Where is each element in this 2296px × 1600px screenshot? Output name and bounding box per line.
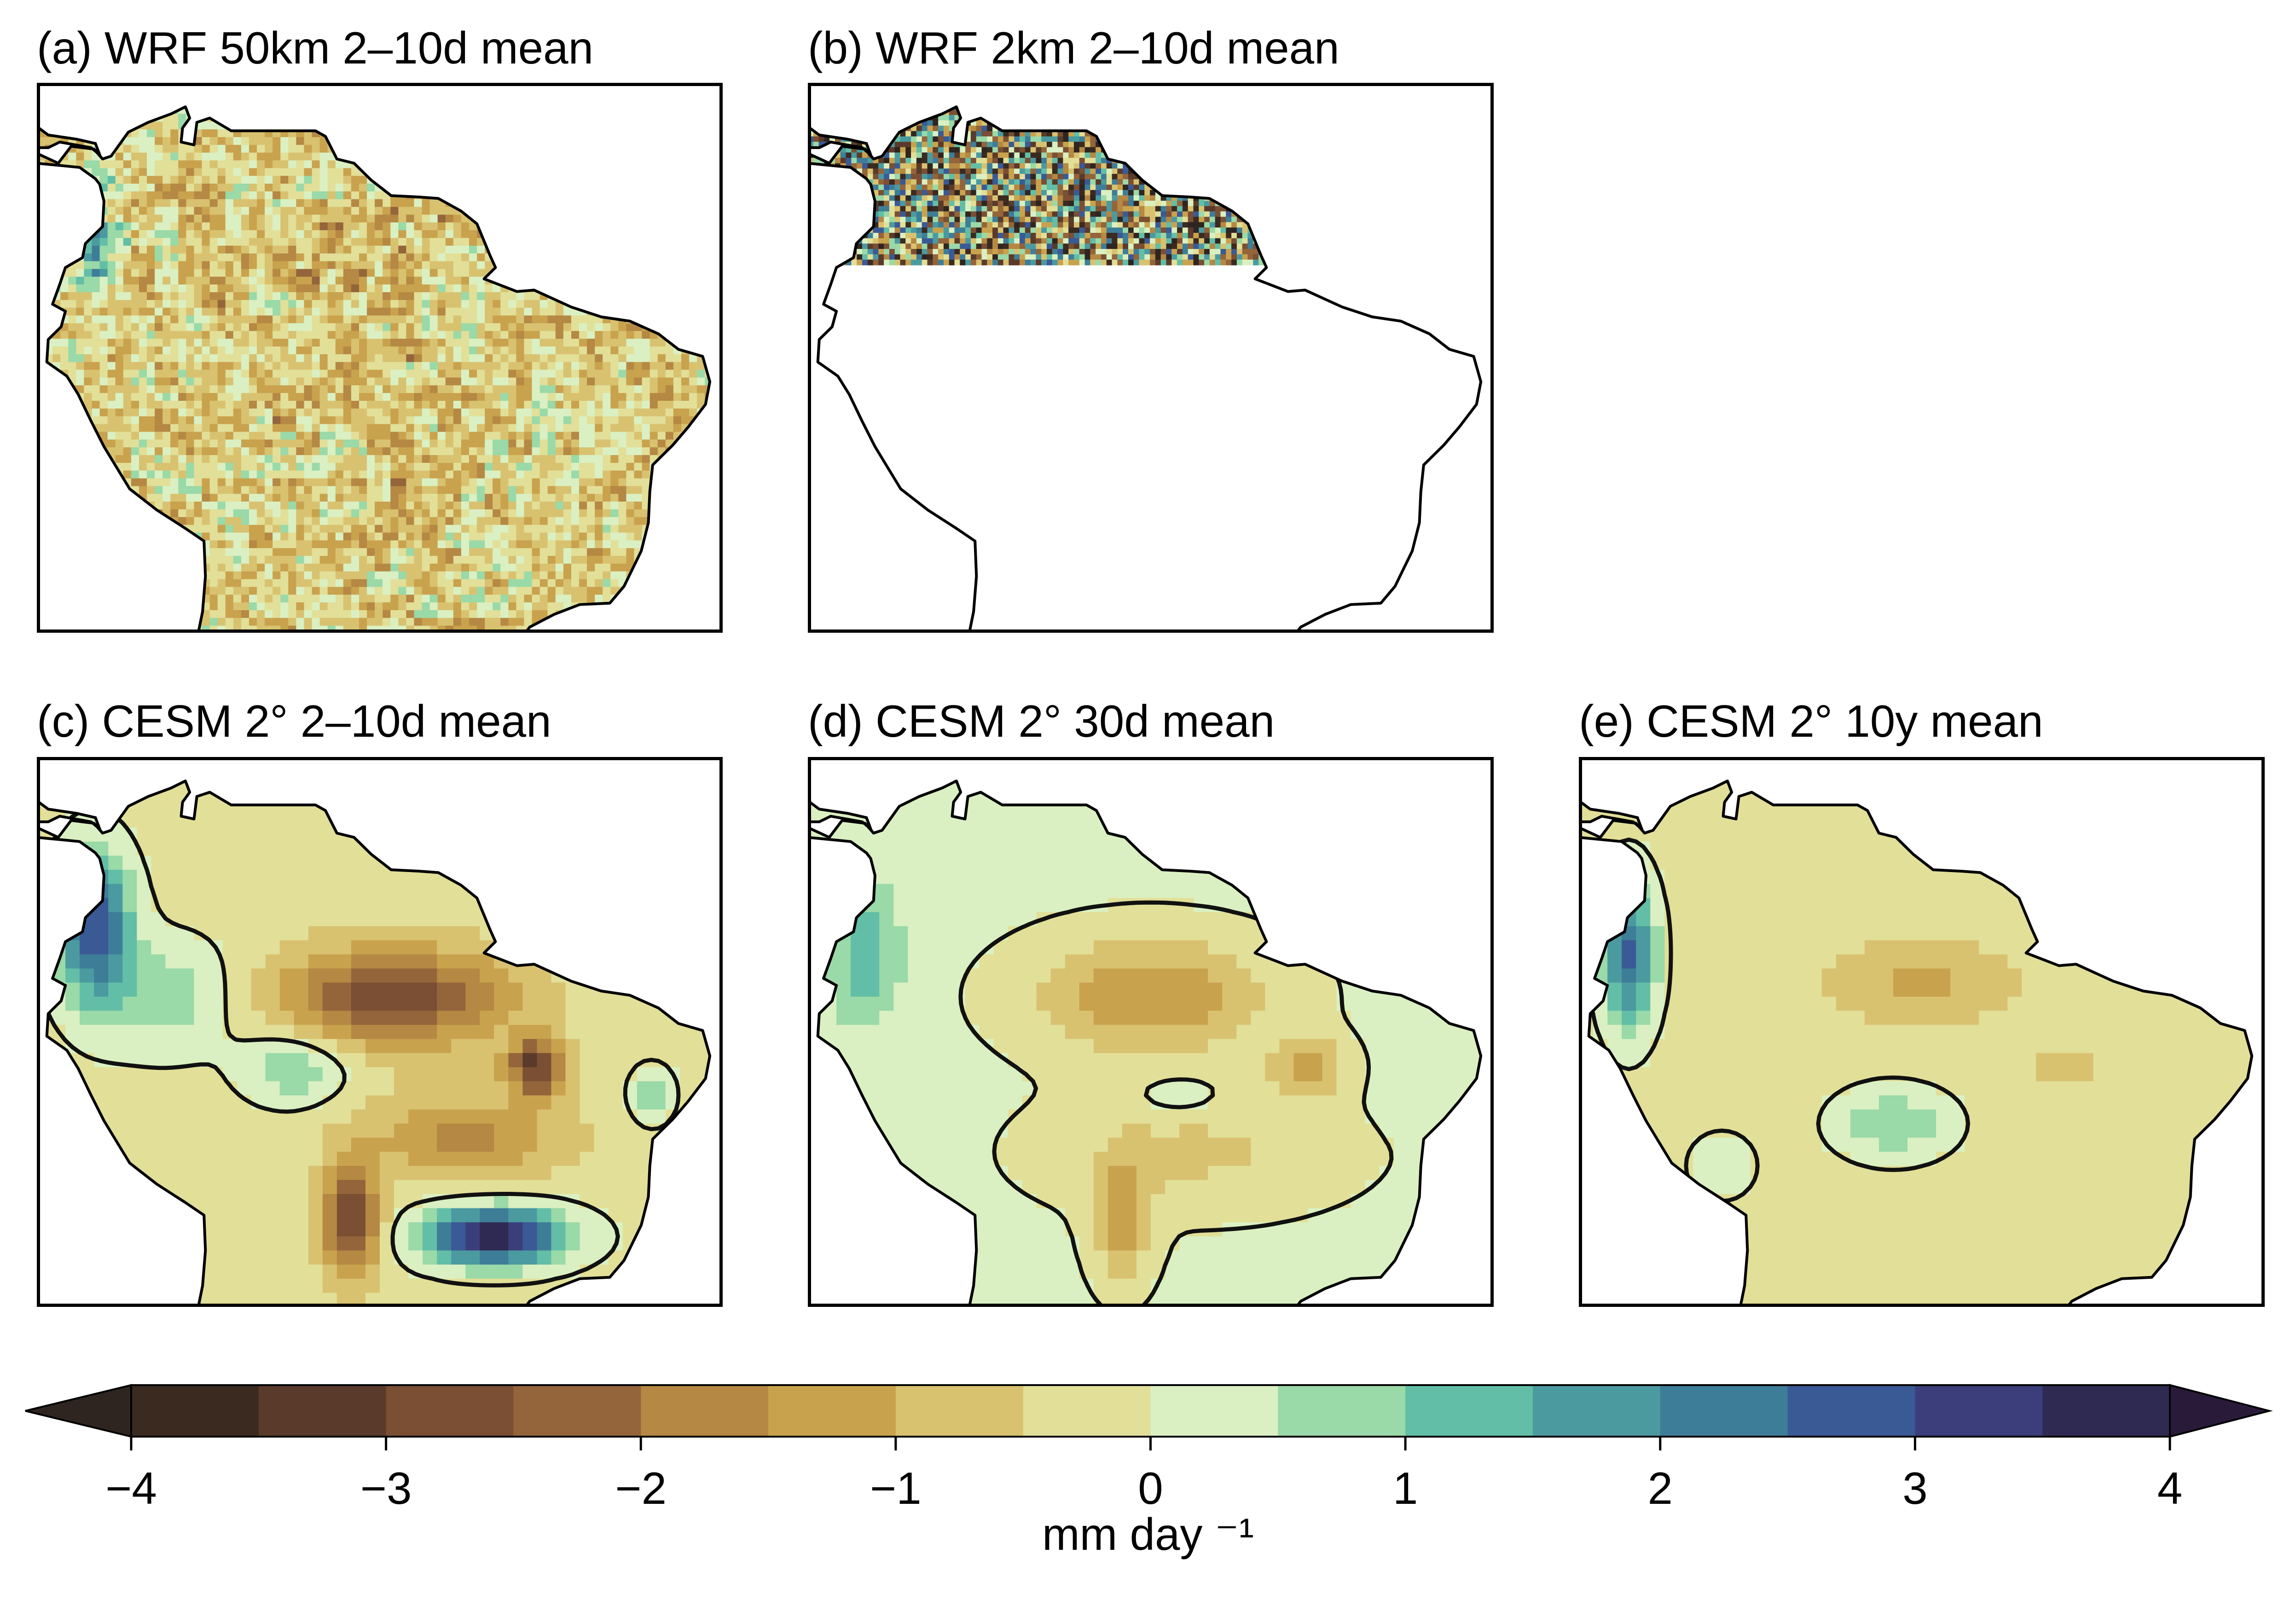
colorbar-tick-label: 2	[1647, 1463, 1673, 1513]
map-panel-a	[37, 83, 723, 633]
colorbar-bin	[1915, 1385, 2043, 1437]
colorbar-tick-label: −4	[105, 1463, 157, 1513]
colorbar-tick-label: 0	[1138, 1463, 1163, 1513]
colorbar-tick-label: 4	[2157, 1463, 2183, 1513]
panel-title-d: (d) CESM 2° 30d mean	[808, 696, 1275, 746]
coastline-b	[808, 105, 1483, 633]
colorbar-units-label: mm day ⁻¹	[1042, 1509, 1254, 1560]
colorbar-tick-label: 1	[1392, 1463, 1418, 1513]
colorbar-bin	[1532, 1385, 1661, 1437]
colorbar-tick-label: −1	[870, 1463, 922, 1513]
colorbar-extend-min	[25, 1384, 132, 1438]
central-america-coastline-a	[37, 125, 103, 159]
colorbar-bin	[258, 1385, 387, 1437]
panel-title-b: (b) WRF 2km 2–10d mean	[808, 23, 1339, 73]
colorbar-bin	[768, 1385, 896, 1437]
colorbar-bin	[895, 1385, 1024, 1437]
zero-contour-d	[958, 900, 1394, 1307]
map-panel-e	[1579, 757, 2265, 1307]
central-america-coastline-d	[808, 799, 874, 833]
map-panel-d	[808, 757, 1494, 1307]
map-panel-c	[37, 757, 723, 1307]
coastline-d	[808, 780, 1483, 1307]
colorbar-bin	[641, 1385, 769, 1437]
central-america-coastline-b	[808, 125, 874, 159]
panel-title-e: (e) CESM 2° 10y mean	[1579, 696, 2043, 746]
map-canvas-e	[1579, 757, 2254, 1307]
map-canvas-c	[37, 757, 712, 1307]
colorbar-bin	[1023, 1385, 1151, 1437]
colorbar-bin	[1787, 1385, 1915, 1437]
colorbar-tick-label: −2	[615, 1463, 667, 1513]
colorbar-tick-label: 3	[1902, 1463, 1928, 1513]
colorbar-tick-label: −3	[360, 1463, 412, 1513]
coastline-a	[37, 105, 712, 633]
colorbar-bin	[1660, 1385, 1788, 1437]
panel-title-a: (a) WRF 50km 2–10d mean	[37, 23, 594, 73]
panel-title-c: (c) CESM 2° 2–10d mean	[37, 696, 551, 746]
colorbar-bin	[386, 1385, 514, 1437]
map-canvas-a	[37, 83, 712, 633]
colorbar-extend-max	[2169, 1384, 2273, 1438]
colorbar-bin	[131, 1385, 259, 1437]
coastline-c	[37, 780, 712, 1307]
coastline-e	[1579, 780, 2254, 1307]
colorbar-bin	[1150, 1385, 1278, 1437]
map-canvas-d	[808, 757, 1483, 1307]
map-canvas-b	[808, 83, 1483, 633]
map-panel-b	[808, 83, 1494, 633]
colorbar-bin	[513, 1385, 641, 1437]
central-america-coastline-e	[1579, 799, 1645, 833]
colorbar-bin	[1278, 1385, 1406, 1437]
central-america-coastline-c	[37, 799, 103, 833]
colorbar-bin	[1405, 1385, 1533, 1437]
colorbar-bin	[2042, 1385, 2170, 1437]
